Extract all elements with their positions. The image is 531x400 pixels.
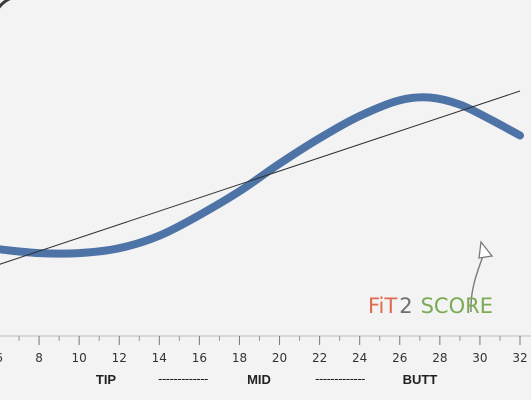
x-tick-label: 32 [512, 351, 527, 365]
x-tick-label: 10 [72, 351, 87, 365]
x-tick-label: 6 [0, 351, 3, 365]
x-tick-label: 30 [472, 351, 487, 365]
flag-icon [478, 240, 494, 259]
segment-label-tip: TIP [96, 372, 117, 387]
x-tick-label: 22 [312, 351, 327, 365]
x-tick-label: 28 [432, 351, 447, 365]
flex-profile-curve [0, 93, 524, 258]
x-tick-label: 20 [272, 351, 287, 365]
x-tick-label: 18 [232, 351, 247, 365]
x-axis-segment-labels: TIP ------------- MID ------------- BUTT [96, 371, 437, 387]
segment-dash-1: ------------- [158, 371, 208, 386]
flag-pole-icon [470, 255, 484, 313]
trend-line [0, 90, 521, 265]
segment-label-butt: BUTT [403, 372, 438, 387]
x-tick-label: 24 [352, 351, 367, 365]
fit2score-logo: FiT2 SCORE [368, 240, 494, 318]
x-tick-label: 16 [192, 351, 207, 365]
x-tick-label: 14 [152, 351, 167, 365]
logo-fit: FiT [368, 294, 397, 318]
x-axis-ticks: 6 8 10 12 14 16 18 20 22 24 26 28 30 32 [0, 336, 528, 365]
x-tick-label: 26 [392, 351, 407, 365]
segment-dash-2: ------------- [315, 371, 365, 386]
logo-text: FiT2 SCORE [368, 294, 493, 318]
x-tick-label: 8 [35, 351, 43, 365]
plot-area [0, 90, 524, 265]
logo-2: 2 [399, 294, 412, 318]
segment-label-mid: MID [247, 372, 271, 387]
x-tick-label: 12 [112, 351, 127, 365]
logo-score: SCORE [421, 294, 493, 318]
